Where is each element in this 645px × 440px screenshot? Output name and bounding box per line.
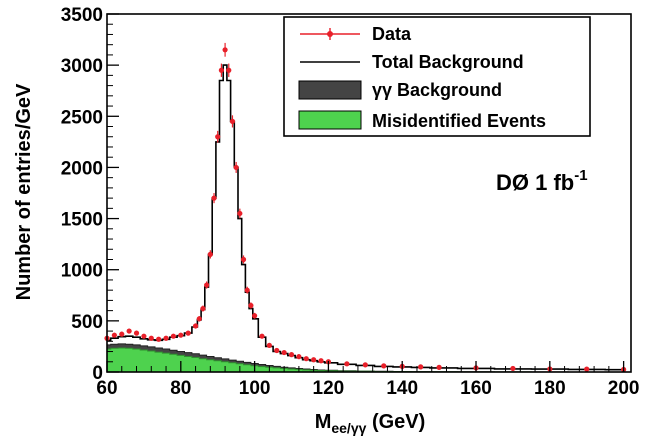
data-point: [296, 354, 302, 360]
data-point: [344, 361, 350, 367]
data-point: [266, 342, 272, 349]
data-point: [207, 251, 213, 257]
data-point: [244, 287, 250, 293]
data-point: [119, 331, 125, 337]
data-point: [240, 256, 247, 263]
data-point: [233, 164, 239, 171]
data-point: [381, 363, 387, 369]
x-axis-title-main: M: [315, 411, 332, 433]
annotation-sup: -1: [574, 167, 587, 184]
legend-label-gg-background: γγ Background: [372, 80, 502, 100]
data-point: [192, 323, 199, 329]
tick-layer: 60 80 100 120 140 160 180 200050010001500200025…: [61, 5, 640, 399]
legend-data-marker: [327, 31, 333, 37]
data-point: [148, 335, 154, 341]
y-tick-label: 0: [92, 363, 103, 384]
x-tick-label: 100: [239, 378, 271, 399]
x-tick-label: 160: [460, 378, 492, 399]
annotation-main: DØ 1 fb: [496, 170, 574, 195]
data-point: [141, 333, 147, 339]
data-point: [311, 357, 317, 363]
x-axis-title: Mee/γγ (GeV): [315, 411, 426, 436]
y-tick-label: 3500: [61, 5, 103, 26]
y-tick-label: 1500: [61, 210, 103, 231]
plot-frame: [106, 13, 632, 373]
data-point: [259, 333, 265, 339]
legend-label-data: Data: [372, 24, 412, 44]
axes: [106, 13, 632, 373]
x-axis-title-sub: ee/γγ: [331, 420, 366, 436]
legend: Data Total Background γγ Background Misi…: [283, 16, 591, 137]
x-tick-label: 180: [534, 378, 566, 399]
data-point: [170, 333, 177, 339]
data-point: [229, 118, 236, 124]
data-point: [584, 366, 590, 372]
data-point: [200, 305, 206, 312]
data-point: [111, 332, 117, 338]
data-point: [288, 352, 295, 358]
data-point: [274, 347, 280, 354]
data-point: [248, 302, 254, 309]
x-tick-label: 60: [96, 378, 117, 399]
legend-misid-swatch: [298, 110, 362, 130]
data-point: [156, 336, 162, 342]
data-point: [185, 330, 191, 336]
legend-label-misidentified: Misidentified Events: [372, 111, 546, 131]
x-tick-label: 120: [313, 378, 345, 399]
data-point: [178, 332, 184, 338]
point-layer: [104, 42, 627, 373]
x-tick-label: 80: [170, 378, 191, 399]
data-point: [163, 335, 169, 341]
data-point: [222, 47, 228, 53]
legend-gg-swatch: [298, 80, 362, 100]
y-tick-label: 3000: [61, 56, 103, 77]
data-point: [226, 67, 232, 73]
data-point: [281, 349, 287, 356]
data-point: [510, 365, 516, 372]
annotation-experiment: DØ 1 fb-1: [496, 167, 588, 195]
x-tick-label: 200: [608, 378, 640, 399]
x-tick-label: 140: [386, 378, 418, 399]
data-point: [218, 67, 224, 73]
data-point: [237, 210, 243, 217]
data-point: [252, 313, 258, 319]
legend-label-total-background: Total Background: [372, 52, 524, 72]
y-axis-title: Number of entries/GeV: [13, 83, 35, 300]
data-point: [303, 356, 309, 362]
y-tick-label: 500: [71, 312, 103, 333]
y-tick-label: 2000: [61, 158, 103, 179]
data-point: [196, 316, 202, 322]
data-point: [204, 282, 210, 288]
data-point: [318, 358, 324, 364]
data-point: [362, 362, 368, 368]
y-tick-label: 2500: [61, 107, 103, 128]
data-point: [211, 195, 217, 201]
fill-layer: [106, 343, 624, 373]
data-point: [418, 364, 424, 370]
data-point: [133, 330, 140, 336]
y-tick-label: 1000: [61, 261, 103, 282]
data-point: [126, 328, 132, 334]
data-point: [436, 364, 442, 370]
data-point: [215, 134, 221, 140]
x-axis-title-unit: (GeV): [366, 411, 425, 433]
